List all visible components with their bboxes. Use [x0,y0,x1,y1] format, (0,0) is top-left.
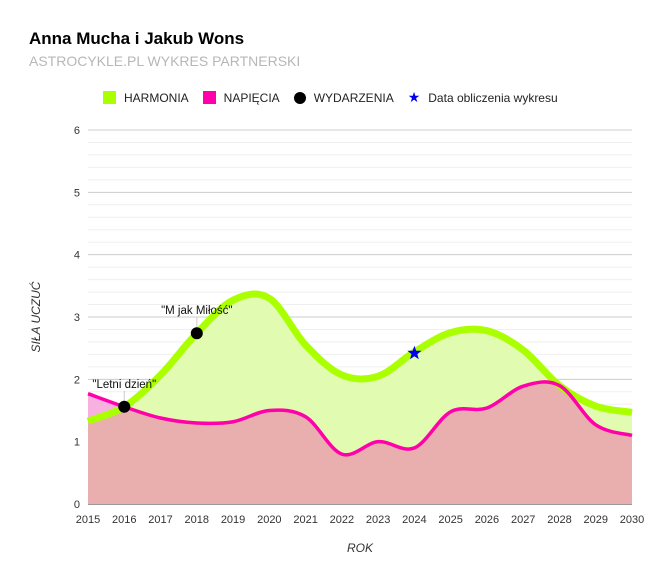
event-label: "M jak Miłość" [161,305,232,317]
y-tick-label: 5 [74,187,80,199]
circle-icon [293,91,306,104]
x-tick-label: 2030 [620,514,644,526]
y-axis-label: SIŁA UCZUĆ [28,281,43,352]
legend: HARMONIA NAPIĘCIA WYDARZENIA ★ Data oblic… [103,89,572,106]
x-tick-label: 2025 [438,514,462,526]
x-tick-label: 2024 [402,514,426,526]
x-tick-label: 2018 [185,514,209,526]
chart-title: Anna Mucha i Jakub Wons [29,29,245,48]
legend-label: WYDARZENIA [313,90,394,105]
x-tick-label: 2028 [547,514,571,526]
napiecia-swatch [202,91,216,104]
chart-subtitle: ASTROCYKLE.PL WYKRES PARTNERSKI [29,53,301,69]
y-tick-label: 2 [74,374,80,386]
legend-item-harmonia[interactable]: HARMONIA [103,91,189,105]
x-tick-label: 2020 [257,514,281,526]
x-tick-label: 2023 [366,514,390,526]
x-tick-label: 2027 [511,514,535,526]
legend-item-napiecia[interactable]: NAPIĘCIA [202,90,280,105]
harmonia-line [86,290,633,425]
x-tick-label: 2026 [475,514,499,526]
x-tick-label: 2016 [112,514,136,526]
y-tick-label: 4 [74,250,80,262]
x-tick-label: 2021 [293,514,317,526]
legend-label: Data obliczenia wykresu [428,90,558,105]
y-tick-label: 1 [74,437,80,449]
y-tick-label: 3 [74,312,80,324]
legend-item-wydarzenia[interactable]: WYDARZENIA [293,90,394,105]
y-tick-label: 0 [74,499,80,511]
x-tick-label: 2022 [330,514,354,526]
legend-item-data[interactable]: ★ Data obliczenia wykresu [408,89,558,106]
y-tick-label: 6 [74,125,80,137]
x-tick-label: 2015 [76,514,100,526]
x-axis-label: ROK [347,541,374,555]
event-label: "Letni dzień" [92,379,156,391]
legend-label: HARMONIA [124,90,189,105]
harmonia-swatch [103,91,116,104]
star-icon: ★ [407,89,421,105]
x-tick-label: 2017 [148,514,172,526]
calculation-date-star [407,345,422,360]
x-tick-label: 2029 [583,514,607,526]
napiecia-line [87,380,633,457]
x-tick-label: 2019 [221,514,245,526]
legend-label: NAPIĘCIA [223,90,280,105]
event-point [118,400,131,413]
event-point [190,327,203,340]
overlap-area [88,381,632,504]
